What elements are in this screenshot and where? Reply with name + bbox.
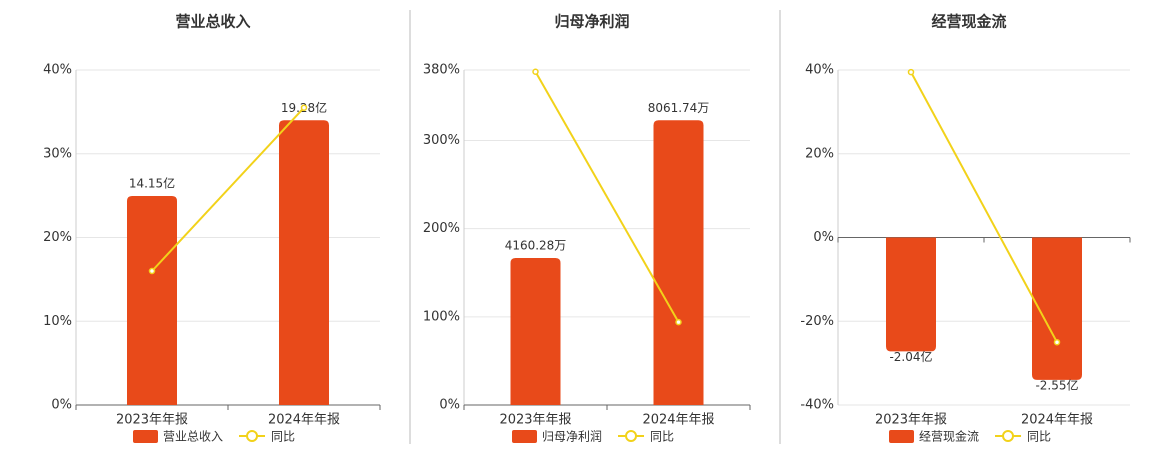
y-tick-label: 30% xyxy=(43,146,72,161)
legend-label: 经营现金流 xyxy=(919,429,979,444)
y-tick-label: 20% xyxy=(805,146,834,161)
value-label: -2.55亿 xyxy=(1035,377,1078,392)
point xyxy=(148,267,156,275)
bar xyxy=(1032,237,1082,380)
legend-label: 营业总收入 xyxy=(163,430,223,444)
x-tick-label: 2023年年报 xyxy=(499,413,571,428)
x-tick-label: 2024年年报 xyxy=(268,413,340,428)
line xyxy=(151,107,305,272)
y-tick-label: 200% xyxy=(423,221,460,236)
legend-swatch xyxy=(133,430,158,443)
y-tick-label: 0% xyxy=(439,398,460,413)
legend-marker xyxy=(1002,430,1015,442)
point xyxy=(675,318,682,326)
chart-title: 归母净利润 xyxy=(554,13,629,31)
value-label: -2.04亿 xyxy=(889,349,932,364)
point xyxy=(907,68,915,76)
legend-label: 同比 xyxy=(271,430,295,444)
y-tick-label: 20% xyxy=(43,230,72,245)
y-tick-label: 300% xyxy=(423,133,460,148)
value-label: 14.15亿 xyxy=(129,176,175,191)
value-label: 4160.28万 xyxy=(505,239,567,253)
point xyxy=(1053,338,1061,346)
x-tick-label: 2023年年报 xyxy=(875,413,947,428)
legend-swatch xyxy=(512,430,537,443)
bar xyxy=(510,258,561,405)
y-tick-label: 0% xyxy=(51,398,72,413)
legend-label: 归母净利润 xyxy=(542,430,602,444)
bar xyxy=(653,120,704,405)
line xyxy=(910,71,1058,343)
value-label: 8061.74万 xyxy=(648,101,710,115)
y-tick-label: -40% xyxy=(800,398,834,413)
legend-marker xyxy=(625,430,638,442)
y-tick-label: 40% xyxy=(805,63,834,78)
y-tick-label: -20% xyxy=(800,314,834,329)
bar xyxy=(886,237,936,352)
legend-swatch xyxy=(889,430,914,443)
x-tick-label: 2024年年报 xyxy=(1021,413,1093,428)
legend-marker xyxy=(246,430,259,442)
y-tick-label: 10% xyxy=(43,314,72,329)
chart-title: 营业总收入 xyxy=(175,13,250,31)
point xyxy=(532,68,539,76)
legend-label: 同比 xyxy=(650,430,674,444)
point xyxy=(300,104,308,111)
y-tick-label: 0% xyxy=(813,230,834,245)
x-tick-label: 2024年年报 xyxy=(642,413,714,428)
legend-label: 同比 xyxy=(1027,430,1051,444)
x-tick-label: 2023年年报 xyxy=(116,413,188,428)
y-tick-label: 100% xyxy=(423,309,460,324)
line xyxy=(534,71,680,323)
bar xyxy=(127,196,177,405)
y-tick-label: 380% xyxy=(423,63,460,78)
chart-title: 经营现金流 xyxy=(931,13,1006,31)
bar xyxy=(279,120,329,405)
y-tick-label: 40% xyxy=(43,63,72,78)
